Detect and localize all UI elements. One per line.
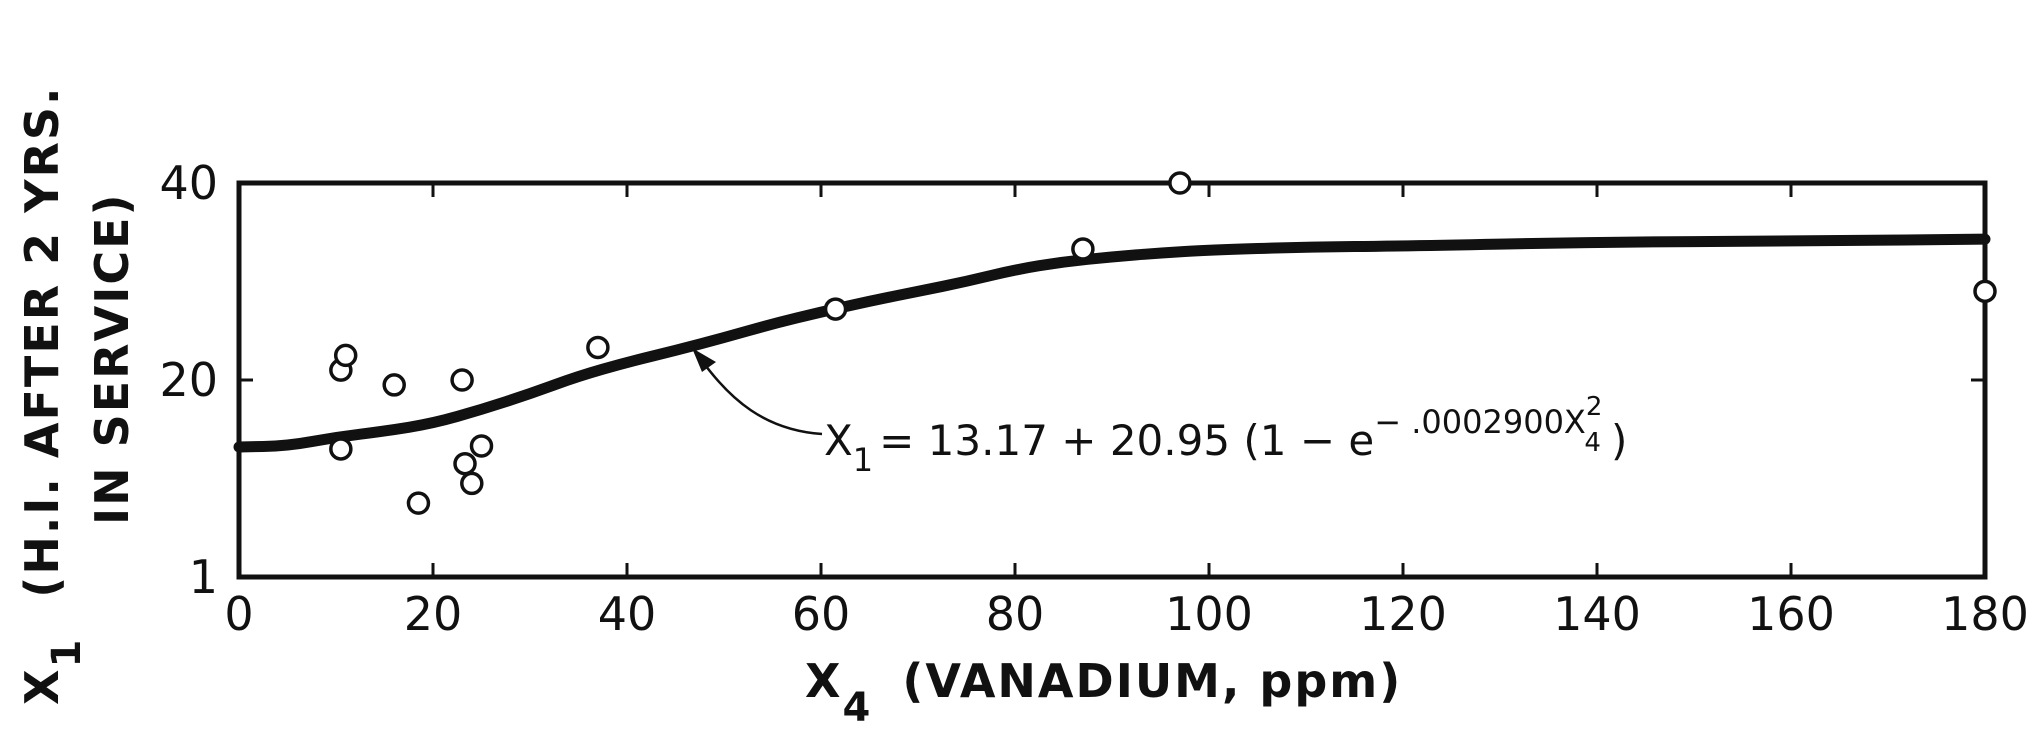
data-point (1168, 171, 1192, 195)
data-point (333, 343, 358, 368)
fitted-curve-layer (233, 233, 1991, 453)
ticks (237, 181, 1987, 579)
data-point (1973, 279, 1997, 304)
y-tick-labels: 1 20 40 (159, 156, 218, 604)
x-axis-symbol: X (805, 654, 842, 708)
equation-lhs-subscript: 1 (853, 441, 873, 479)
data-point (382, 373, 406, 397)
y-tick-label: 40 (159, 156, 218, 210)
data-point (586, 335, 610, 360)
equation-exponent: − .0002900X (1374, 403, 1586, 441)
x-tick-label: 140 (1553, 587, 1641, 641)
data-point (460, 471, 484, 496)
y-axis-label-line2: IN SERVICE) (85, 192, 139, 525)
x-tick-label: 180 (1941, 587, 2028, 641)
y-axis-line2-text: IN SERVICE) (85, 192, 139, 525)
equation-lhs-symbol: X (824, 416, 853, 465)
x-tick-label: 60 (792, 587, 851, 641)
fitted-curve (233, 233, 1991, 453)
annotation-arrow (698, 357, 823, 436)
y-axis-subscript: 1 (44, 638, 90, 668)
data-points-layer (329, 171, 1997, 515)
x-tick-label: 0 (224, 587, 253, 641)
data-point (329, 437, 353, 461)
data-point (823, 297, 848, 321)
equation-tail: ) (1611, 416, 1627, 465)
annotation-arrowhead (692, 348, 716, 372)
x-tick-label: 40 (598, 587, 657, 641)
x-tick-label: 100 (1165, 587, 1253, 641)
y-axis-line1: (H.I. AFTER 2 YRS. (15, 85, 69, 597)
y-tick-label: 20 (159, 353, 218, 407)
data-point (406, 491, 431, 515)
x-tick-label: 120 (1359, 587, 1447, 641)
x-tick-label: 160 (1747, 587, 1835, 641)
data-point (450, 368, 474, 392)
equation-body: = 13.17 + 20.95 (1 − e (879, 416, 1374, 465)
y-axis-label: X1 (H.I. AFTER 2 YRS. (15, 85, 90, 705)
equation-annotation: X1 = 13.17 + 20.95 (1 − e− .0002900X2 4) (824, 392, 1627, 479)
x-tick-label: 80 (986, 587, 1045, 641)
y-tick-label: 1 (189, 550, 218, 604)
svg-text:X1(H.I. AFTER 2 YRS.: X1 (H.I. AFTER 2 YRS. (15, 85, 90, 705)
equation-exp-var-sub: 4 (1584, 428, 1601, 458)
x-axis-label: X4 (VANADIUM, ppm) (805, 654, 1402, 729)
data-point (453, 451, 477, 476)
data-point (1071, 237, 1095, 261)
x-tick-label: 20 (404, 587, 463, 641)
x-tick-labels: 0 20 40 60 80 100 120 140 160 180 (224, 587, 2028, 641)
x-axis-subscript: 4 (842, 685, 872, 729)
equation-exp-var-super: 2 (1586, 392, 1603, 422)
y-axis-symbol: X (15, 668, 69, 705)
data-point (469, 434, 494, 458)
x-axis-text: (VANADIUM, ppm) (902, 654, 1402, 708)
